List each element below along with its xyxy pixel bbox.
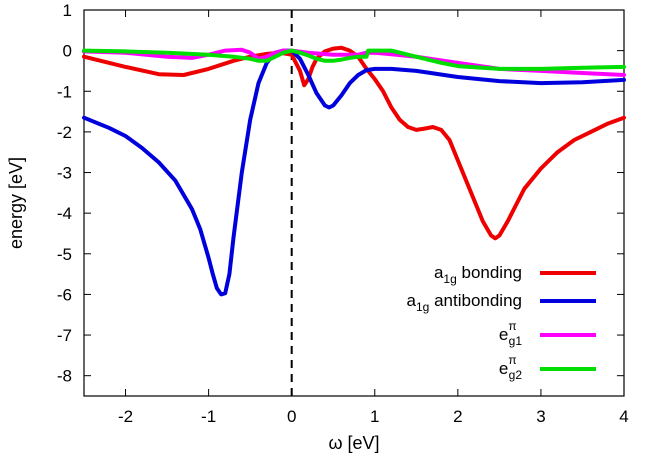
x-tick-label: -2 [118, 407, 133, 426]
legend: a1g bonding a1g antibonding eπ g1 eπ g2 [407, 263, 596, 382]
y-tick-label: -2 [57, 123, 72, 142]
x-axis-label: ω [eV] [328, 433, 379, 453]
legend-label-2: a1g antibonding [407, 291, 522, 314]
x-tick-label: 0 [287, 407, 296, 426]
plot-frame [83, 9, 625, 397]
y-tick-label: -7 [57, 326, 72, 345]
legend-label-1: a1g bonding [434, 263, 522, 286]
y-axis-label: energy [eV] [6, 157, 26, 249]
y-tick-label: -6 [57, 285, 72, 304]
series-line-2 [82, 48, 626, 297]
y-tick-label: -3 [57, 164, 72, 183]
series-line-4 [82, 48, 626, 71]
y-tick-label: -4 [57, 204, 72, 223]
x-tick-label: 1 [370, 407, 379, 426]
tick-label-group: -2 -1 0 1 2 3 4 1 0 -1 -2 -3 -4 -5 -6 -7 -8 [57, 1, 629, 426]
y-tick-label: -8 [57, 367, 72, 386]
x-tick-label: 2 [453, 407, 462, 426]
legend-label-3: eπ g1 [499, 319, 522, 348]
y-tick-label: -1 [57, 82, 72, 101]
x-tick-label: 3 [536, 407, 545, 426]
y-tick-label: 0 [63, 42, 72, 61]
series-group [82, 45, 626, 297]
legend-label-4: eπ g2 [499, 353, 522, 382]
x-tick-label: -1 [201, 407, 216, 426]
x-tick-label: 4 [619, 407, 628, 426]
y-tick-label: -5 [57, 245, 72, 264]
y-tick-label: 1 [63, 1, 72, 20]
